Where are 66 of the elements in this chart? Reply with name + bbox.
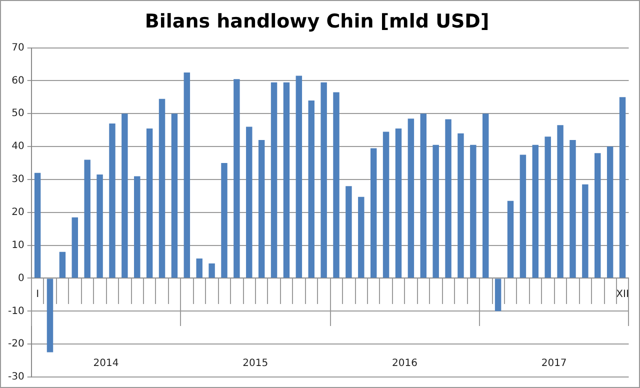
bar	[445, 119, 452, 278]
y-tick-label: -30	[8, 372, 24, 383]
y-tick-label: 50	[12, 108, 24, 120]
annotation: 2017	[541, 358, 567, 369]
bar	[171, 114, 178, 278]
bar	[270, 82, 278, 278]
bar	[482, 114, 489, 278]
bar	[346, 186, 352, 278]
bar	[507, 200, 514, 278]
bar	[358, 196, 364, 278]
bar	[258, 140, 265, 278]
bar	[59, 252, 66, 278]
bar	[494, 278, 502, 312]
bar	[370, 148, 377, 278]
bar	[594, 153, 601, 278]
bar	[320, 82, 327, 278]
bar	[582, 184, 588, 278]
y-tick-label: 30	[12, 174, 24, 186]
bar	[208, 263, 215, 278]
bar	[382, 132, 390, 278]
bar	[532, 144, 539, 278]
bar	[283, 82, 290, 278]
bar	[246, 126, 252, 278]
bar	[308, 100, 314, 278]
bar	[234, 79, 240, 278]
bar	[72, 217, 78, 278]
bar	[395, 128, 402, 278]
y-tick-label: 10	[12, 240, 24, 251]
bar	[196, 258, 202, 278]
y-tick-label: 20	[12, 206, 24, 218]
y-tick-label: 40	[12, 141, 24, 152]
x-tick-label: I	[36, 288, 40, 300]
y-tick-label: 0	[18, 272, 24, 284]
bar	[109, 124, 116, 278]
y-tick-label: 60	[12, 75, 24, 86]
bar	[46, 278, 54, 352]
annotation: 2015	[242, 358, 268, 369]
y-tick-label: 70	[12, 42, 24, 54]
bar	[544, 136, 551, 278]
bar	[432, 144, 439, 278]
chart-title: Bilans handlowy Chin [mld USD]	[144, 10, 490, 32]
y-tick-label: -20	[8, 338, 24, 350]
bar	[619, 97, 626, 278]
bar	[520, 154, 526, 278]
bar	[158, 98, 166, 278]
bar	[134, 176, 140, 278]
y-tick-label: -10	[8, 306, 24, 317]
bar	[146, 128, 153, 278]
bar	[96, 174, 103, 278]
annotation: 2016	[392, 358, 418, 369]
annotation: 2014	[93, 358, 119, 369]
bar	[184, 72, 190, 278]
bar	[606, 146, 614, 278]
bar	[470, 144, 476, 278]
bar	[34, 172, 41, 278]
bar	[333, 92, 340, 278]
bar	[458, 133, 464, 278]
bar	[557, 125, 564, 278]
bar	[570, 140, 576, 278]
bar	[408, 118, 414, 278]
bar	[122, 114, 128, 278]
bar	[420, 114, 426, 278]
bar	[221, 163, 228, 278]
bar	[296, 76, 302, 278]
x-tick-label: XII	[616, 288, 629, 300]
bar	[84, 160, 90, 278]
